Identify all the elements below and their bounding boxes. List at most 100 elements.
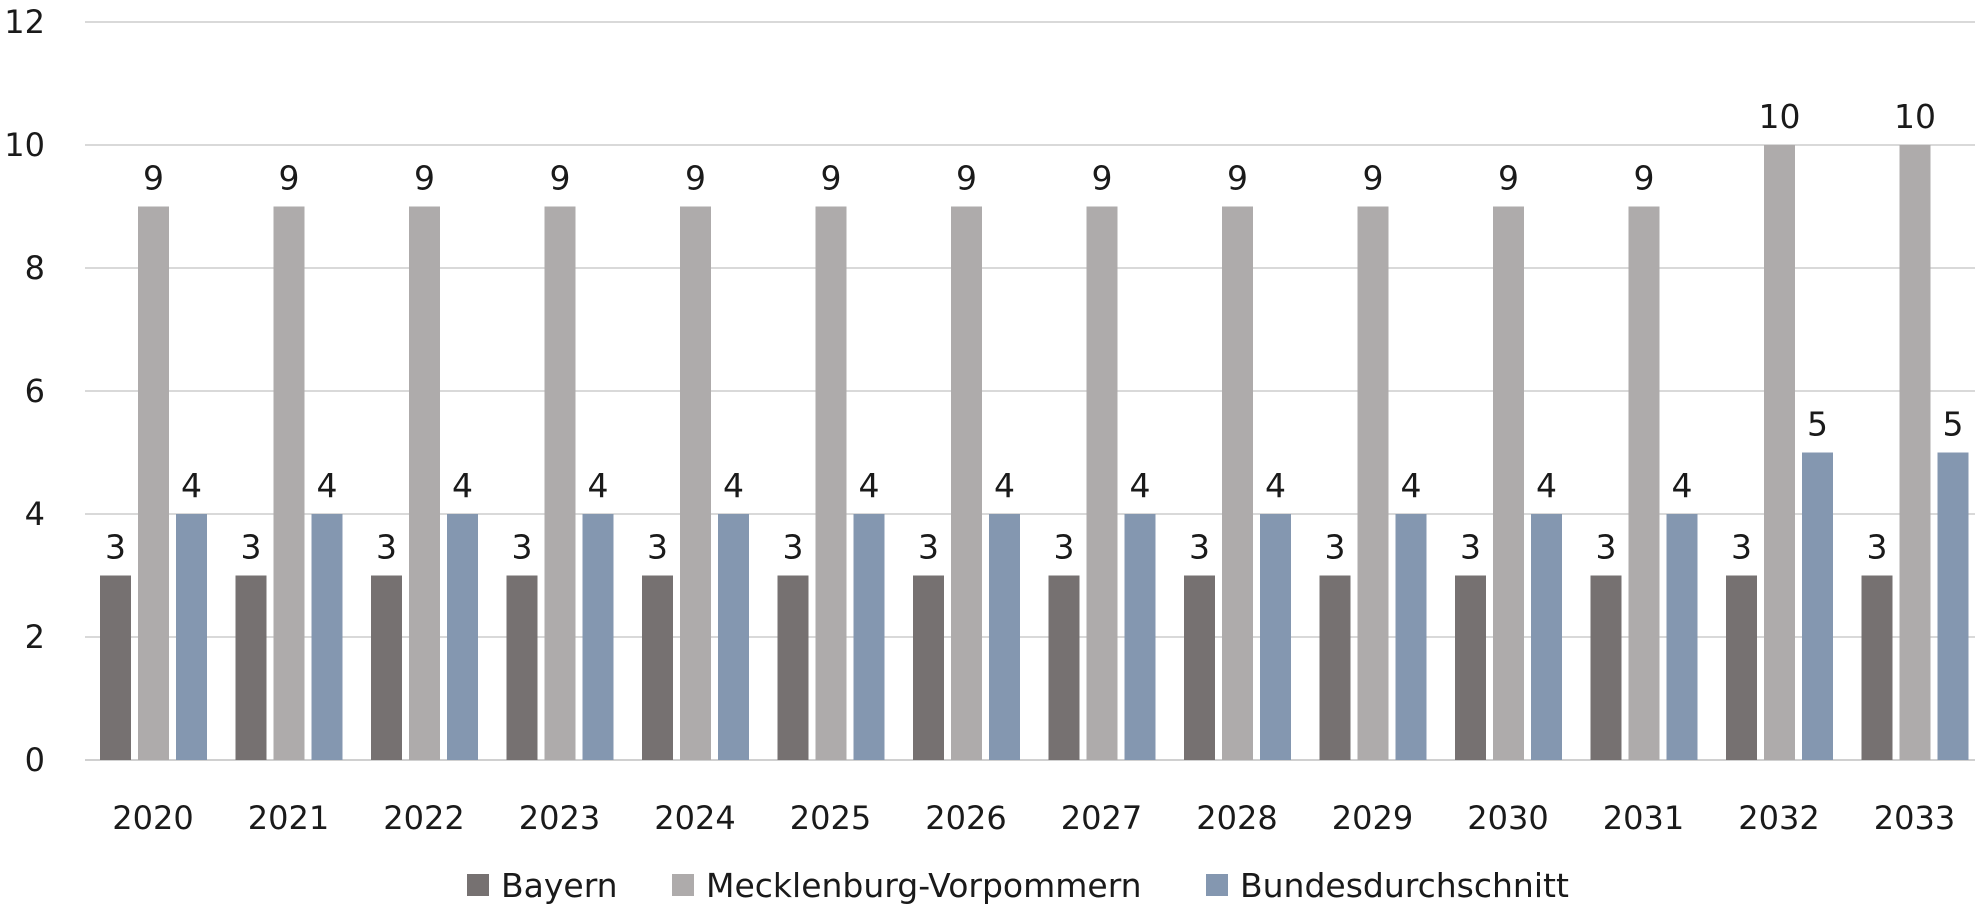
bar-mecklenburg-vorpommern-2022	[409, 206, 440, 760]
bar-bundesdurchschnitt-2026	[989, 514, 1020, 760]
x-tick-label: 2021	[248, 799, 329, 837]
data-label: 9	[1092, 159, 1113, 198]
bar-bayern-2025	[777, 575, 809, 760]
bar-bayern-2031	[1590, 575, 1622, 760]
data-label: 3	[1867, 528, 1888, 567]
data-label: 4	[1401, 466, 1422, 505]
data-label: 3	[1460, 528, 1481, 567]
x-tick-label: 2022	[383, 799, 464, 837]
x-tick-label: 2027	[1061, 799, 1142, 837]
legend-item-mecklenburg-vorpommern: Mecklenburg-Vorpommern	[672, 866, 1142, 905]
data-label: 3	[1054, 528, 1075, 567]
bar-bundesdurchschnitt-2027	[1124, 514, 1156, 760]
data-label: 4	[452, 466, 473, 505]
legend-item-bayern: Bayern	[467, 866, 618, 905]
y-tick-label: 2	[25, 618, 45, 656]
bar-mecklenburg-vorpommern-2033	[1899, 145, 1931, 760]
bar-bayern-2028	[1184, 575, 1215, 760]
bar-bayern-2033	[1861, 575, 1893, 760]
data-label: 3	[1325, 528, 1346, 567]
bar-mecklenburg-vorpommern-2026	[951, 206, 982, 760]
bar-bayern-2020	[100, 575, 131, 760]
data-label: 9	[1363, 159, 1384, 198]
bar-bayern-2024	[642, 575, 673, 760]
data-label: 4	[723, 466, 744, 505]
bar-bundesdurchschnitt-2031	[1666, 514, 1698, 760]
bar-bayern-2021	[235, 575, 267, 760]
y-tick-label: 8	[25, 249, 45, 287]
data-label: 4	[1672, 466, 1693, 505]
data-label: 10	[1759, 97, 1801, 136]
bar-mecklenburg-vorpommern-2025	[815, 206, 847, 760]
bar-mecklenburg-vorpommern-2031	[1628, 206, 1660, 760]
bar-bundesdurchschnitt-2033	[1937, 452, 1969, 760]
bar-mecklenburg-vorpommern-2030	[1493, 206, 1524, 760]
data-label: 9	[1227, 159, 1248, 198]
bar-mecklenburg-vorpommern-2028	[1222, 206, 1253, 760]
bar-bundesdurchschnitt-2023	[582, 514, 614, 760]
bar-bundesdurchschnitt-2024	[718, 514, 749, 760]
legend-label: Mecklenburg-Vorpommern	[706, 866, 1142, 905]
legend-item-bundesdurchschnitt: Bundesdurchschnitt	[1206, 866, 1569, 905]
data-label: 4	[859, 466, 880, 505]
data-label: 3	[512, 528, 533, 567]
data-labels: 3943943943943943943943943943943943943105…	[105, 97, 1964, 567]
data-label: 9	[1498, 159, 1519, 198]
bar-mecklenburg-vorpommern-2023	[544, 206, 576, 760]
data-label: 4	[588, 466, 609, 505]
bar-bayern-2029	[1319, 575, 1351, 760]
legend-swatch	[672, 874, 694, 896]
bar-bundesdurchschnitt-2030	[1531, 514, 1562, 760]
data-label: 3	[1189, 528, 1210, 567]
x-tick-label: 2025	[790, 799, 871, 837]
bar-mecklenburg-vorpommern-2032	[1764, 145, 1795, 760]
x-tick-label: 2020	[112, 799, 193, 837]
data-label: 3	[647, 528, 668, 567]
bar-bundesdurchschnitt-2020	[176, 514, 207, 760]
data-label: 3	[376, 528, 397, 567]
x-axis-tick-labels: 2020 2021 2022 2023 2024 2025 2026 2027 2028 2029…	[112, 799, 1955, 837]
bar-bundesdurchschnitt-2029	[1395, 514, 1427, 760]
data-label: 9	[821, 159, 842, 198]
bar-bayern-2027	[1048, 575, 1080, 760]
data-label: 4	[317, 466, 338, 505]
bar-bayern-2026	[913, 575, 944, 760]
legend-label: Bayern	[501, 866, 618, 905]
y-tick-label: 6	[25, 372, 45, 410]
legend-swatch	[467, 874, 489, 896]
data-label: 9	[956, 159, 977, 198]
bar-mecklenburg-vorpommern-2021	[273, 206, 305, 760]
bar-bundesdurchschnitt-2028	[1260, 514, 1291, 760]
data-label: 9	[414, 159, 435, 198]
bar-bundesdurchschnitt-2021	[311, 514, 343, 760]
data-label: 9	[1634, 159, 1655, 198]
legend-swatch	[1206, 874, 1228, 896]
y-axis-tick-labels: 0 2 4 6 8 10 12	[4, 3, 45, 779]
bar-bundesdurchschnitt-2032	[1802, 452, 1833, 760]
data-label: 4	[1130, 466, 1151, 505]
bars	[100, 145, 1969, 760]
legend: Bayern Mecklenburg-Vorpommern Bundesdurchs…	[467, 866, 1569, 905]
data-label: 4	[1265, 466, 1286, 505]
bar-bayern-2030	[1455, 575, 1486, 760]
bar-mecklenburg-vorpommern-2020	[138, 206, 169, 760]
y-tick-label: 10	[4, 126, 45, 164]
data-label: 3	[918, 528, 939, 567]
data-label: 5	[1807, 405, 1828, 444]
bar-mecklenburg-vorpommern-2024	[680, 206, 711, 760]
bar-mecklenburg-vorpommern-2029	[1357, 206, 1389, 760]
bar-bayern-2023	[506, 575, 538, 760]
bar-bayern-2022	[371, 575, 402, 760]
x-tick-label: 2029	[1332, 799, 1413, 837]
data-label: 4	[994, 466, 1015, 505]
data-label: 9	[685, 159, 706, 198]
data-label: 3	[105, 528, 126, 567]
x-tick-label: 2030	[1467, 799, 1548, 837]
y-tick-label: 4	[25, 495, 45, 533]
y-tick-label: 12	[4, 3, 45, 41]
x-tick-label: 2023	[519, 799, 600, 837]
bar-mecklenburg-vorpommern-2027	[1086, 206, 1118, 760]
data-label: 9	[550, 159, 571, 198]
legend-label: Bundesdurchschnitt	[1240, 866, 1569, 905]
